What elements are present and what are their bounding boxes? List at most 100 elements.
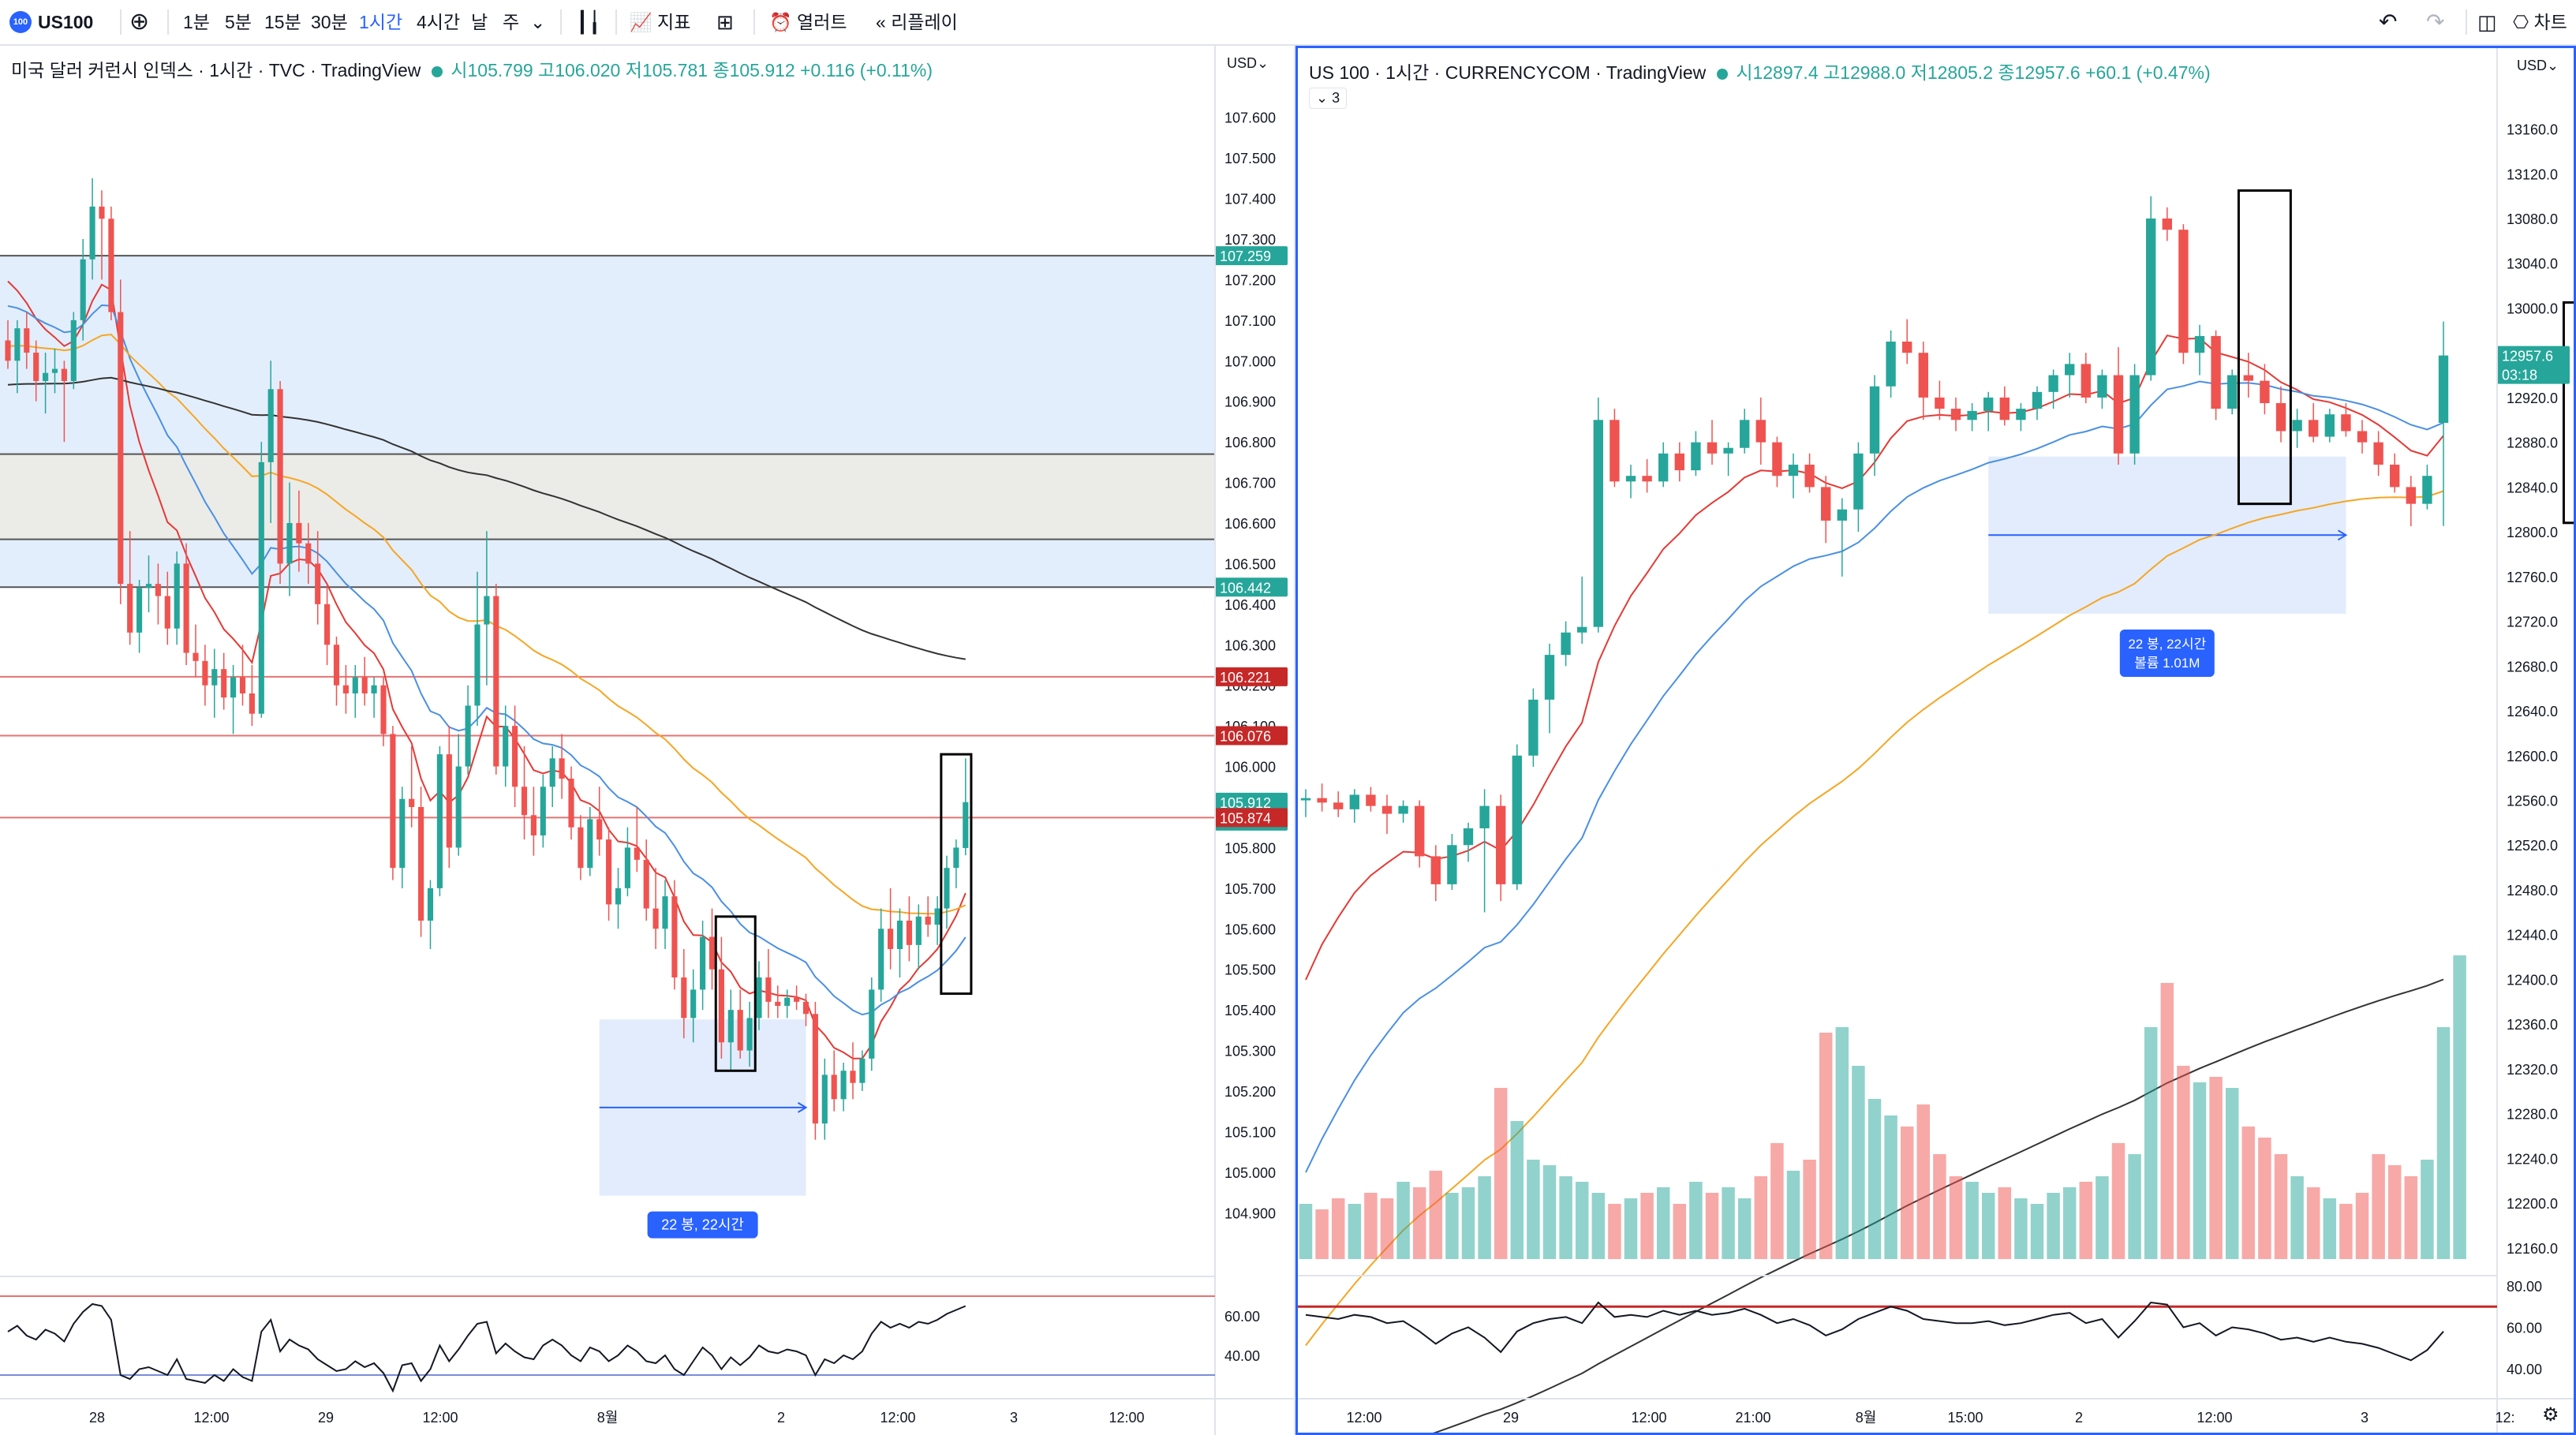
highlight-box-1 bbox=[2562, 301, 2574, 525]
volume-bar bbox=[1608, 1204, 1621, 1259]
y-tick-label-21: 12320.0 bbox=[2507, 1062, 2558, 1078]
chart-settings-button[interactable]: ⎔ 차트 bbox=[2513, 8, 2567, 36]
candles-icon[interactable]: ┃╽ bbox=[576, 10, 601, 34]
volume-bar bbox=[1673, 1204, 1687, 1259]
indicators-icon: 📈 bbox=[630, 12, 652, 32]
candle-body bbox=[1837, 509, 1847, 521]
price-tag-2: 106.221 bbox=[1220, 670, 1271, 686]
y-tick-label-20: 12360.0 bbox=[2507, 1017, 2558, 1033]
measure-arrowhead bbox=[797, 1102, 808, 1113]
measure-arrowhead bbox=[2337, 529, 2348, 541]
y-tick-label-26: 105.000 bbox=[1224, 1165, 1276, 1181]
chevron-down-icon[interactable]: ⌄ bbox=[530, 12, 546, 32]
candle-body bbox=[765, 977, 772, 1002]
undo-icon[interactable]: ↶ bbox=[2379, 9, 2398, 34]
x-tick-label-4: 8월 bbox=[1856, 1410, 1877, 1426]
candle-body bbox=[888, 929, 894, 949]
volume-bar bbox=[1803, 1160, 1816, 1259]
x-tick-label-6: 12:00 bbox=[880, 1410, 915, 1426]
indicators-label: 지표 bbox=[657, 12, 691, 32]
us100-chart-canvas[interactable]: 13160.013120.013080.013040.013000.012960… bbox=[1298, 48, 2574, 1433]
interval-6[interactable]: 날 bbox=[471, 12, 488, 32]
price-tag-0: 12957.6 bbox=[2502, 349, 2553, 364]
us100-currency-selector[interactable]: USD⌄ bbox=[2517, 58, 2559, 73]
volume-bar bbox=[2014, 1198, 2028, 1259]
candle-body bbox=[559, 758, 565, 779]
gear-icon[interactable]: ⚙ bbox=[2542, 1404, 2559, 1426]
candle-body bbox=[1463, 828, 1474, 846]
y-tick-label-21: 105.500 bbox=[1224, 962, 1276, 978]
plus-circle-icon[interactable]: ⊕ bbox=[129, 9, 150, 35]
candle-body bbox=[896, 921, 903, 949]
x-tick-label-6: 2 bbox=[2075, 1410, 2083, 1426]
replay-button[interactable]: « 리플레이 bbox=[876, 8, 958, 36]
layout-icon[interactable]: ⊞ bbox=[716, 10, 734, 34]
volume-bar bbox=[2421, 1160, 2434, 1259]
interval-5[interactable]: 4시간 bbox=[417, 12, 461, 32]
volume-bar bbox=[1559, 1176, 1572, 1259]
candle-body bbox=[624, 847, 630, 888]
y-tick-label-2: 13080.0 bbox=[2507, 211, 2558, 227]
market-open-icon bbox=[432, 65, 443, 77]
candle-body bbox=[51, 368, 58, 373]
candle-body bbox=[43, 372, 49, 381]
volume-bar bbox=[1299, 1204, 1313, 1259]
candle-body bbox=[277, 389, 283, 564]
candle-body bbox=[530, 815, 537, 835]
interval-3[interactable]: 30분 bbox=[311, 12, 348, 32]
x-tick-label-5: 2 bbox=[777, 1410, 785, 1426]
volume-bar bbox=[1575, 1182, 1589, 1259]
candle-body bbox=[436, 754, 443, 888]
indicators-button[interactable]: 📈 지표 bbox=[630, 8, 690, 36]
volume-bar bbox=[1916, 1104, 1931, 1259]
candle-body bbox=[700, 936, 706, 990]
dxy-chart-canvas[interactable]: 107.600 107.500 107.400 107.300 107.200 107.1… bbox=[0, 46, 1294, 1435]
indicator-collapse-button[interactable]: ⌄ 3 bbox=[1309, 88, 1348, 109]
candle-body bbox=[99, 206, 105, 219]
candle-body bbox=[1333, 802, 1344, 809]
y-tick-label-18: 12440.0 bbox=[2507, 928, 2558, 944]
x-tick-label-1: 29 bbox=[1503, 1410, 1519, 1426]
candle-body bbox=[2406, 487, 2416, 504]
candle-body bbox=[2016, 409, 2026, 420]
volume-bar bbox=[1445, 1193, 1459, 1259]
interval-7[interactable]: 주 bbox=[503, 12, 520, 32]
interval-2[interactable]: 15분 bbox=[264, 12, 301, 32]
chart-pane-dxy[interactable]: 107.600 107.500 107.400 107.300 107.200 107.1… bbox=[0, 46, 1294, 1435]
chart-pane-us100[interactable]: 13160.013120.013080.013040.013000.012960… bbox=[1295, 46, 2576, 1435]
replay-label: 리플레이 bbox=[891, 12, 958, 32]
pane-divider[interactable] bbox=[1294, 46, 1295, 1435]
y-tick-label-22: 12280.0 bbox=[2507, 1107, 2558, 1123]
volume-bar bbox=[1933, 1154, 1946, 1259]
interval-0[interactable]: 1분 bbox=[183, 12, 210, 32]
candle-body bbox=[1381, 805, 1393, 814]
alerts-button[interactable]: ⏰ 열러트 bbox=[769, 8, 847, 36]
candle-body bbox=[70, 320, 77, 381]
y-tick-label-7: 12880.0 bbox=[2507, 435, 2558, 451]
y-tick-label-12: 12680.0 bbox=[2507, 659, 2558, 675]
volume-bar bbox=[1722, 1187, 1735, 1259]
dxy-currency-selector[interactable]: USD⌄ bbox=[1227, 55, 1269, 71]
alerts-label: 열러트 bbox=[797, 12, 847, 32]
candle-body bbox=[662, 896, 668, 929]
candle-body bbox=[615, 888, 622, 905]
interval-4[interactable]: 1시간 bbox=[359, 12, 403, 32]
candle-body bbox=[708, 936, 716, 970]
y-tick-label-7: 106.900 bbox=[1224, 394, 1276, 410]
y-tick-label-1: 13120.0 bbox=[2507, 166, 2558, 182]
volume-bar bbox=[1542, 1165, 1557, 1259]
candle-body bbox=[446, 754, 452, 848]
candle-body bbox=[784, 997, 791, 1006]
toolbar-divider bbox=[167, 9, 169, 35]
candle-body bbox=[174, 563, 180, 629]
x-tick-label-4: 8월 bbox=[597, 1410, 619, 1426]
y-tick-label-12: 106.400 bbox=[1224, 597, 1276, 613]
measure-label-bg bbox=[647, 1211, 758, 1239]
redo-icon[interactable]: ↷ bbox=[2426, 9, 2445, 34]
symbol-search-button[interactable]: US100 bbox=[38, 12, 94, 32]
panels-icon[interactable]: ◫ bbox=[2477, 10, 2497, 34]
dxy-ohlc: 시105.799 고106.020 저105.781 종105.912 +0.1… bbox=[451, 60, 933, 80]
interval-1[interactable]: 5분 bbox=[225, 12, 252, 32]
candle-body bbox=[1967, 410, 1977, 420]
candle-body bbox=[634, 847, 640, 860]
